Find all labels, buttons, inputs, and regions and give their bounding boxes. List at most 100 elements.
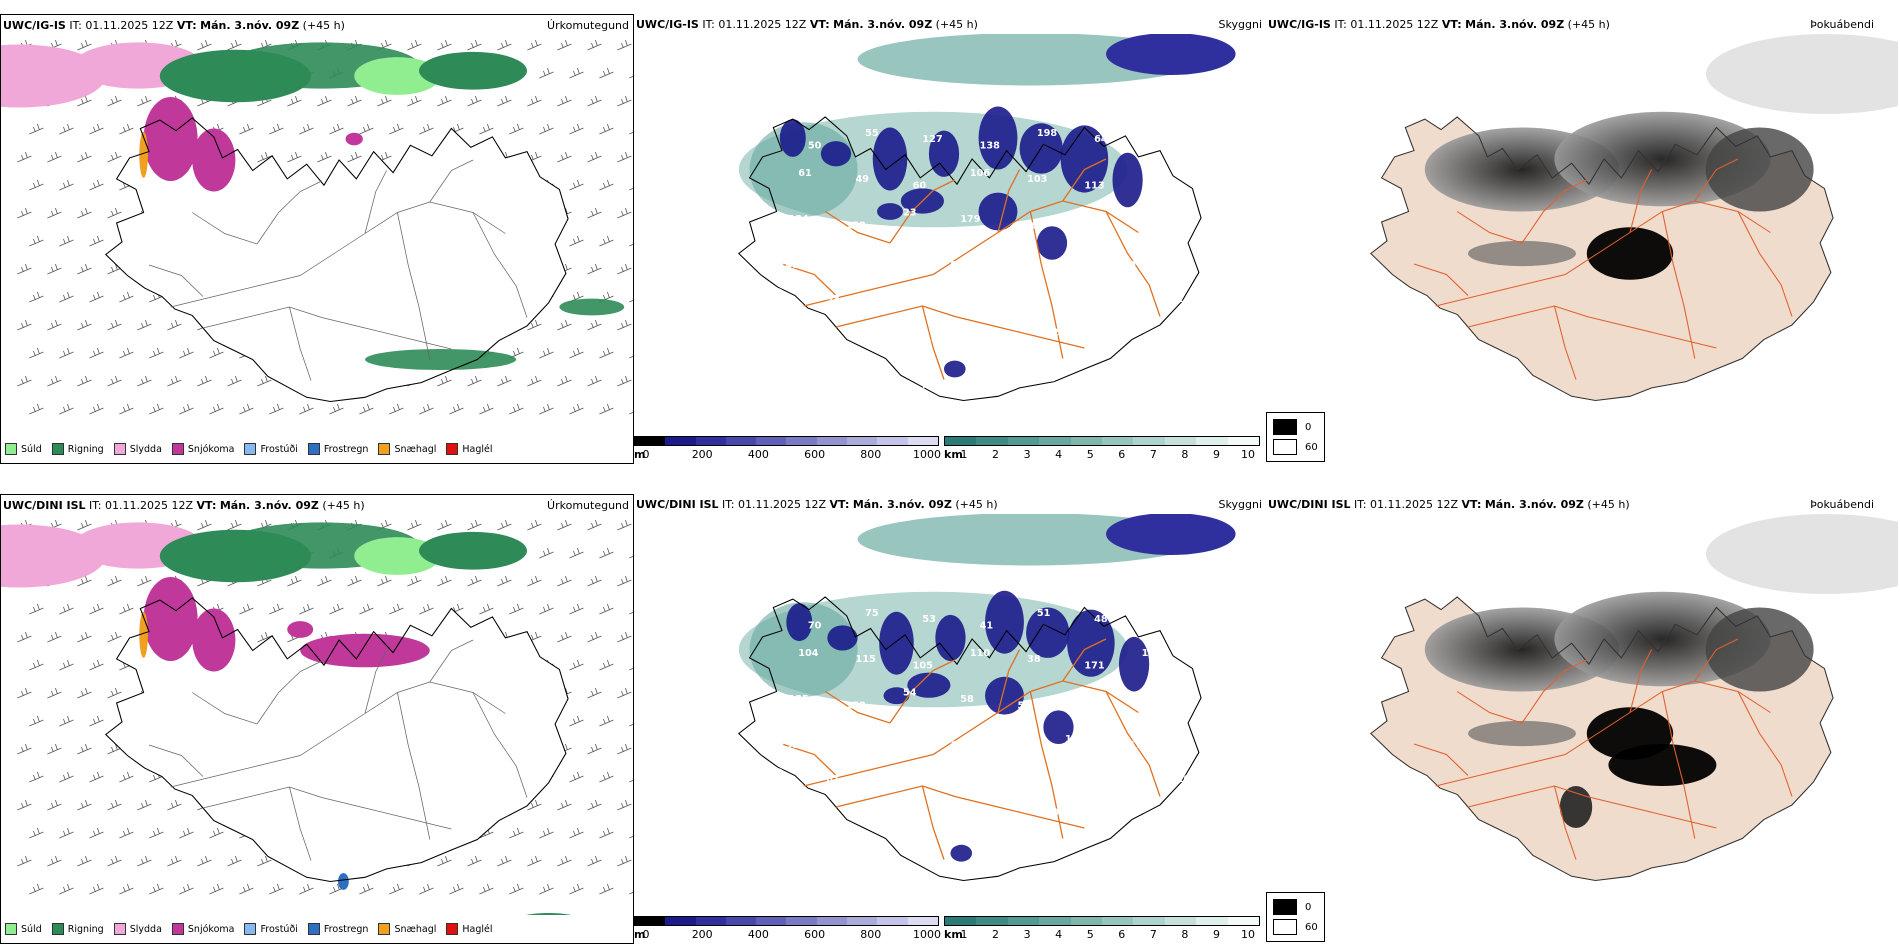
colorbar-swatch (725, 917, 757, 925)
legend-item: Frostregn (307, 443, 368, 455)
colorbar-tick: 1000 (913, 928, 941, 941)
legend-swatch (51, 443, 64, 455)
cloudbase-value-label: 47 (1055, 300, 1069, 311)
colorbar-tick: 2 (992, 928, 1000, 941)
fog-legend-row: 0 (1273, 897, 1318, 917)
cloudbase-panel-bottom: UWC/DINI ISL IT: 01.11.2025 12Z VT: Mán.… (634, 494, 1266, 944)
cloudbase-value-label: 230 (1065, 254, 1086, 265)
cloudbase-value-label: 167 (998, 774, 1018, 785)
fog-legend-value: 60 (1305, 921, 1318, 933)
cloudbase-value-label: 114 (874, 808, 895, 819)
fog-legend: 0 60 (1266, 892, 1325, 942)
fog-legend-swatch (1273, 439, 1297, 455)
cloudbase-value-label: 171 (1084, 661, 1104, 672)
colorbar-swatch (1102, 917, 1134, 925)
cloudbase-value-label: 89 (1047, 101, 1061, 112)
legend-item: Frostúði (244, 443, 298, 455)
fog-legend-swatch (1273, 919, 1297, 935)
cloudbase-value-label: 973 (1036, 374, 1056, 385)
cloudbase-value-label: 75 (865, 608, 879, 619)
cloudbase-value-label: 135 (788, 694, 808, 705)
cloudbase-value-label: 88 (931, 814, 945, 825)
colorbar-swatch (695, 437, 726, 445)
cloudbase-value-label: 162 (1103, 334, 1123, 345)
cloudbase-value-label: 116 (1017, 220, 1038, 231)
cloudbase-value-label: 13 (884, 300, 898, 311)
cloudbase-value-label: 73 (1103, 814, 1117, 825)
cloudbase-value-label: 57 (1151, 621, 1165, 632)
cloudbase-value-label: 19 (979, 367, 993, 378)
cloudbase-value-label: 50 (1046, 808, 1060, 819)
cloudbase-value-label: 55 (865, 128, 879, 139)
cloudbase-value-label: 10 (817, 340, 831, 351)
colorbar-tick: 5 (1086, 448, 1094, 461)
colorbar-swatch (1196, 437, 1228, 445)
colorbar-tick: 10 (1241, 448, 1255, 461)
cloudbase-value-label: 58 (875, 581, 889, 592)
cloudbase-value-label: 93 (826, 294, 840, 305)
legend-label: Snjókoma (187, 443, 235, 455)
cloudbase-value-label: 88 (1008, 728, 1022, 739)
colorbar-swatch (756, 437, 787, 445)
colorbar-swatches (944, 436, 1260, 446)
panel-title: Skyggni (1218, 18, 1262, 31)
cloudbase-value-label: 117 (1122, 740, 1142, 751)
colorbar-tick: 1 (960, 928, 968, 941)
legend-label: Slydda (129, 443, 162, 455)
cloudbase-value-label: 177 (1132, 694, 1152, 705)
legend-item: Snæhagl (378, 443, 436, 455)
legend-swatch (378, 923, 391, 935)
cloudbase-value-label: 51 (1037, 608, 1051, 619)
cloudbase-visibility-map: 141 175 58 127 98 104 70 78 70 75 53 41 51 48 57 104 115… (737, 514, 1236, 882)
legend-label: Snjókoma (187, 923, 235, 935)
colorbar-swatch (847, 437, 878, 445)
cloudbase-value-label: 78 (1161, 574, 1175, 585)
precipitation-type-map (1, 39, 633, 415)
cloudbase-value-label: 42 (1160, 820, 1174, 831)
colorbar-swatch (756, 917, 787, 925)
legend-label: Frostúði (260, 443, 298, 455)
legend-item: Súld (5, 923, 42, 935)
cloudbase-value-label: 1 (1160, 340, 1167, 351)
cloudbase-value-label: 105 (913, 661, 933, 672)
panel-header: UWC/DINI ISL IT: 01.11.2025 12Z VT: Mán.… (636, 498, 998, 511)
legend-label: Frostregn (323, 923, 369, 935)
colorbar-tick: 3 (1023, 928, 1031, 941)
colorbar-tick: 1000 (913, 448, 941, 461)
panel-title: Úrkomutegund (547, 499, 629, 512)
colorbar-tick: 5 (1086, 928, 1094, 941)
cloudbase-value-label: 127 (922, 134, 942, 145)
cloudbase-visibility-map: 125 221 282 165 76 89 126 60 50 55 127 138 198 64 90 61… (737, 34, 1236, 431)
cloudbase-value-label: 104 (798, 648, 819, 659)
legend-label: Haglél (462, 443, 493, 455)
colorbar-swatch (976, 917, 1008, 925)
legend-swatch (446, 443, 459, 455)
colorbar-swatch (877, 917, 908, 925)
colorbar-unit: km (944, 448, 963, 461)
cloudbase-value-label: 59 (1017, 700, 1031, 711)
legend-swatch (307, 443, 320, 455)
cloudbase-value-label: 38 (1027, 654, 1041, 665)
cloudbase-value-label: 103 (941, 288, 961, 299)
cloudbase-value-label: 80 (1122, 260, 1136, 271)
visibility-colorbar: km 1 2 3 4 5 6 7 8 9 10 (944, 916, 1260, 941)
cloudbase-value-label: 90 (884, 780, 898, 791)
legend-label: Slydda (129, 923, 162, 935)
cloudbase-value-label: 165 (932, 88, 952, 99)
cloudbase-value-label: 91 (1132, 214, 1146, 225)
cloudbase-value-label: 60 (1161, 94, 1175, 105)
colorbar-ticks: m 0 200 400 600 800 1000 (634, 926, 941, 941)
colorbar-swatch (1007, 437, 1040, 445)
cloudbase-value-label: 48 (1094, 614, 1108, 625)
colorbar-swatch (816, 437, 848, 445)
panel-header: UWC/DINI ISL IT: 01.11.2025 12Z VT: Mán.… (3, 499, 365, 512)
colorbar-swatches (634, 916, 939, 926)
cloudbase-value-label: 1 (912, 407, 919, 418)
cloudbase-value-label: 179 (960, 214, 981, 225)
legend-label: Snæhagl (394, 443, 437, 455)
precip-panel-top: UWC/IG-IS IT: 01.11.2025 12Z VT: Mán. 3.… (0, 14, 634, 464)
panel-header: UWC/IG-IS IT: 01.11.2025 12Z VT: Mán. 3.… (3, 19, 345, 32)
cloudbase-value-label: 165 (893, 734, 913, 745)
colorbar-tick: 8 (1181, 928, 1189, 941)
legend-swatch (113, 443, 126, 455)
